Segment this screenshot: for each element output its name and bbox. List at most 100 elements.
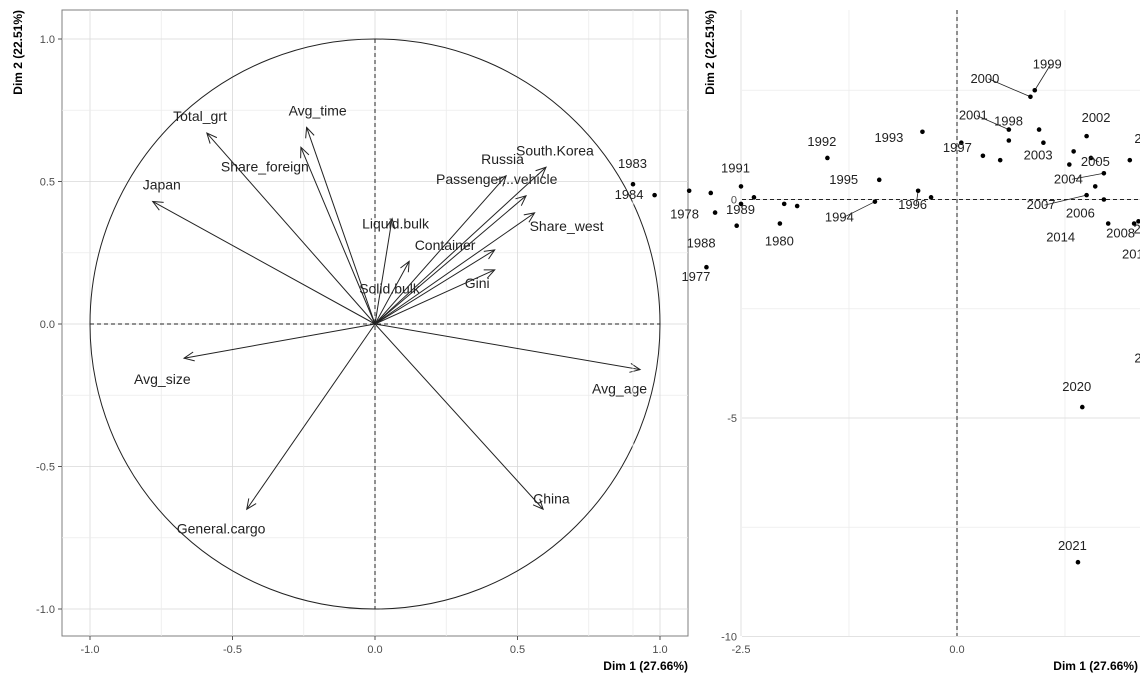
- individual-point: [1075, 559, 1081, 565]
- point-label: 1993: [874, 130, 903, 145]
- variables-panel: -1.0 -0.5 0.0 0.5 1.0 1.0 0.5 0.0 -0.5 -1.0 Total…: [11, 9, 689, 673]
- variable-label: Container: [415, 237, 476, 253]
- point-label: 2021: [1058, 538, 1087, 553]
- individual-point: [630, 181, 636, 187]
- individual-point: [1084, 133, 1089, 139]
- right-x-tick-label: -2.5: [732, 644, 751, 656]
- variable-label: China: [533, 490, 570, 506]
- individual-point: [1079, 404, 1085, 410]
- variable-label: Share_west: [530, 218, 604, 234]
- right-y-tick-label: -10: [721, 632, 737, 644]
- variable-label: Liquid.bulk: [362, 216, 430, 232]
- variable-arrow-shaft: [374, 218, 393, 325]
- point-label: 1992: [807, 134, 836, 149]
- left-x-tick-label: 0.5: [510, 644, 525, 656]
- variable-arrow-head: [246, 498, 257, 511]
- point-label: 2008: [1106, 226, 1135, 241]
- point-label: 2019: [1134, 350, 1140, 365]
- variable-arrow-head: [532, 498, 544, 511]
- variable-arrow-head: [300, 146, 310, 159]
- individual-point-unlabeled: [959, 140, 964, 145]
- variable-arrow-head: [305, 126, 315, 139]
- variable-arrow-head: [385, 217, 396, 230]
- individual-point: [1131, 221, 1137, 226]
- left-x-axis-title: Dim 1 (27.66%): [603, 659, 688, 673]
- individual-point: [1088, 155, 1094, 161]
- individual-point: [1105, 221, 1111, 226]
- variable-arrow-shaft: [374, 269, 495, 325]
- individual-point: [876, 177, 882, 183]
- point-label: 2007: [1027, 197, 1056, 212]
- right-plot-area: [742, 10, 1140, 636]
- variable-label: Avg_time: [289, 102, 347, 118]
- point-label: 1988: [687, 236, 716, 251]
- individual-point: [1101, 197, 1107, 202]
- variable-arrow-shaft: [183, 323, 376, 359]
- individual-point-unlabeled: [1067, 162, 1072, 167]
- individual-point-unlabeled: [751, 195, 757, 200]
- variable-arrow-head: [523, 212, 536, 223]
- variable-arrow-shaft: [374, 323, 641, 371]
- left-axes: [89, 38, 661, 610]
- point-label: 1984: [615, 187, 644, 202]
- point-label: 1977: [681, 269, 710, 284]
- individual-point: [1071, 149, 1076, 154]
- right-x-tick-label: 0.0: [949, 644, 964, 656]
- right-axes: [742, 10, 1140, 636]
- point-label: 1999: [1033, 56, 1062, 71]
- variable-arrow-shaft: [374, 323, 544, 510]
- point-label: 2003: [1024, 147, 1053, 162]
- point-label: 2004: [1054, 171, 1083, 186]
- individual-point: [1084, 192, 1089, 198]
- left-y-tick-label: 0.5: [40, 177, 55, 189]
- variable-arrow-head: [182, 351, 195, 362]
- variable-label: Total_grt: [173, 108, 227, 124]
- left-y-tick-label: 1.0: [40, 34, 55, 46]
- point-label: 1994: [825, 210, 854, 225]
- variable-label: Avg_age: [592, 381, 647, 397]
- variable-labels: Total_grt Avg_time Share_foreign Japan Russi…: [134, 102, 647, 536]
- variable-arrow-shaft: [374, 249, 495, 325]
- left-tick-labels: -1.0 -0.5 0.0 0.5 1.0 1.0 0.5 0.0 -0.5 -1.0: [36, 34, 668, 656]
- variable-arrow-head: [515, 194, 527, 206]
- individual-point: [777, 221, 783, 226]
- individual-points: [630, 87, 1140, 565]
- variable-arrow-shaft: [374, 195, 527, 325]
- left-x-tick-label: 1.0: [652, 644, 667, 656]
- variable-label: Russia: [481, 151, 524, 167]
- point-label: 1998: [994, 114, 1023, 129]
- individual-point: [920, 129, 925, 135]
- variable-label: Japan: [143, 176, 181, 192]
- variable-arrow-head: [151, 200, 164, 211]
- right-tick-labels: -2.50.02.5-5-100: [721, 195, 965, 657]
- point-label: 1978: [670, 207, 699, 222]
- point-label: 2014: [1046, 230, 1075, 245]
- point-label: 2001: [959, 108, 988, 123]
- individual-point: [712, 210, 718, 215]
- individual-point-unlabeled: [1006, 138, 1012, 143]
- variable-arrow-head: [206, 132, 218, 144]
- variable-label: Passenger...vehicle: [436, 171, 558, 187]
- point-label: 1991: [721, 160, 750, 175]
- individual-point: [1136, 219, 1140, 224]
- individual-point: [652, 192, 657, 198]
- point-leader-line: [1044, 194, 1087, 206]
- point-leader-line: [976, 115, 1010, 130]
- variable-arrow-shaft: [152, 201, 376, 325]
- right-y-axis-title: Dim 2 (22.51%): [703, 10, 717, 95]
- variable-arrow-head: [495, 174, 507, 187]
- point-label: 2002: [1082, 110, 1111, 125]
- point-label: 2020: [1062, 379, 1091, 394]
- variable-arrow-head: [400, 260, 410, 273]
- individual-point-unlabeled: [686, 188, 692, 194]
- individual-point: [1028, 94, 1033, 100]
- variable-label: Share_foreign: [221, 158, 309, 174]
- right-y-tick-label: 0: [731, 195, 737, 207]
- individual-point-unlabeled: [1041, 140, 1046, 145]
- variable-label: Avg_size: [134, 371, 191, 387]
- individual-point: [1036, 127, 1042, 132]
- individual-point-unlabeled: [997, 157, 1003, 163]
- point-leader-line: [915, 190, 919, 205]
- point-label: 1997: [943, 140, 972, 155]
